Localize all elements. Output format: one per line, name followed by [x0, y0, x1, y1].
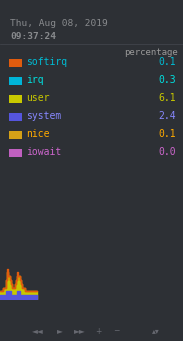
Text: −: −: [113, 326, 119, 336]
Text: 0.0: 0.0: [158, 147, 176, 157]
Bar: [9, 131, 22, 139]
Text: system: system: [26, 111, 61, 121]
Bar: [9, 77, 22, 85]
Text: irq: irq: [26, 75, 44, 85]
Text: +: +: [95, 326, 101, 336]
Text: iowait: iowait: [26, 147, 61, 157]
Text: ▴▾: ▴▾: [152, 326, 160, 336]
Text: 6.1: 6.1: [158, 93, 176, 103]
Text: ►►: ►►: [74, 326, 86, 336]
Bar: [9, 149, 22, 157]
Text: softirq: softirq: [26, 57, 67, 67]
Text: 0.1: 0.1: [158, 129, 176, 139]
Text: ►: ►: [57, 326, 63, 336]
Text: 0.3: 0.3: [158, 75, 176, 85]
Text: 09:37:24: 09:37:24: [10, 32, 56, 41]
Bar: [9, 95, 22, 103]
Text: nice: nice: [26, 129, 49, 139]
Bar: [9, 113, 22, 121]
Text: Thu, Aug 08, 2019: Thu, Aug 08, 2019: [10, 19, 108, 28]
Text: ◄◄: ◄◄: [32, 326, 44, 336]
Text: user: user: [26, 93, 49, 103]
Text: 0.1: 0.1: [158, 57, 176, 67]
Bar: [9, 59, 22, 67]
Text: 2.4: 2.4: [158, 111, 176, 121]
Text: percentage: percentage: [124, 48, 178, 57]
